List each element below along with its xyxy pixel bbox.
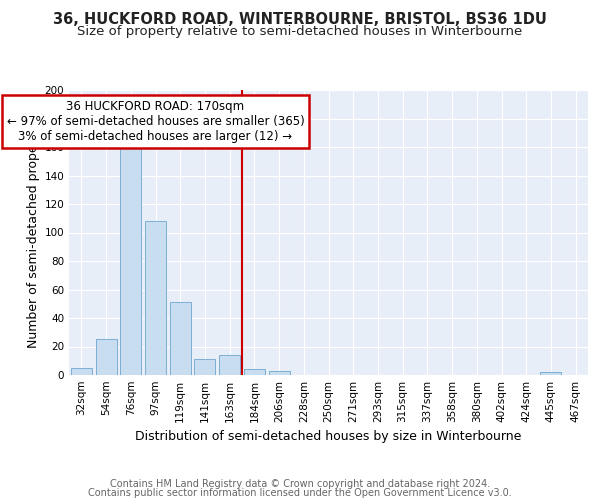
Text: 36, HUCKFORD ROAD, WINTERBOURNE, BRISTOL, BS36 1DU: 36, HUCKFORD ROAD, WINTERBOURNE, BRISTOL… xyxy=(53,12,547,28)
Bar xyxy=(95,340,116,375)
Y-axis label: Number of semi-detached properties: Number of semi-detached properties xyxy=(27,117,40,348)
X-axis label: Distribution of semi-detached houses by size in Winterbourne: Distribution of semi-detached houses by … xyxy=(136,430,521,444)
Bar xyxy=(170,302,191,375)
Bar xyxy=(120,147,141,375)
Bar xyxy=(244,370,265,375)
Text: Contains public sector information licensed under the Open Government Licence v3: Contains public sector information licen… xyxy=(88,488,512,498)
Text: 36 HUCKFORD ROAD: 170sqm
← 97% of semi-detached houses are smaller (365)
3% of s: 36 HUCKFORD ROAD: 170sqm ← 97% of semi-d… xyxy=(7,100,304,143)
Text: Contains HM Land Registry data © Crown copyright and database right 2024.: Contains HM Land Registry data © Crown c… xyxy=(110,479,490,489)
Bar xyxy=(269,370,290,375)
Bar xyxy=(219,355,240,375)
Bar xyxy=(71,368,92,375)
Bar xyxy=(194,360,215,375)
Bar xyxy=(145,221,166,375)
Bar xyxy=(541,372,562,375)
Text: Size of property relative to semi-detached houses in Winterbourne: Size of property relative to semi-detach… xyxy=(77,25,523,38)
